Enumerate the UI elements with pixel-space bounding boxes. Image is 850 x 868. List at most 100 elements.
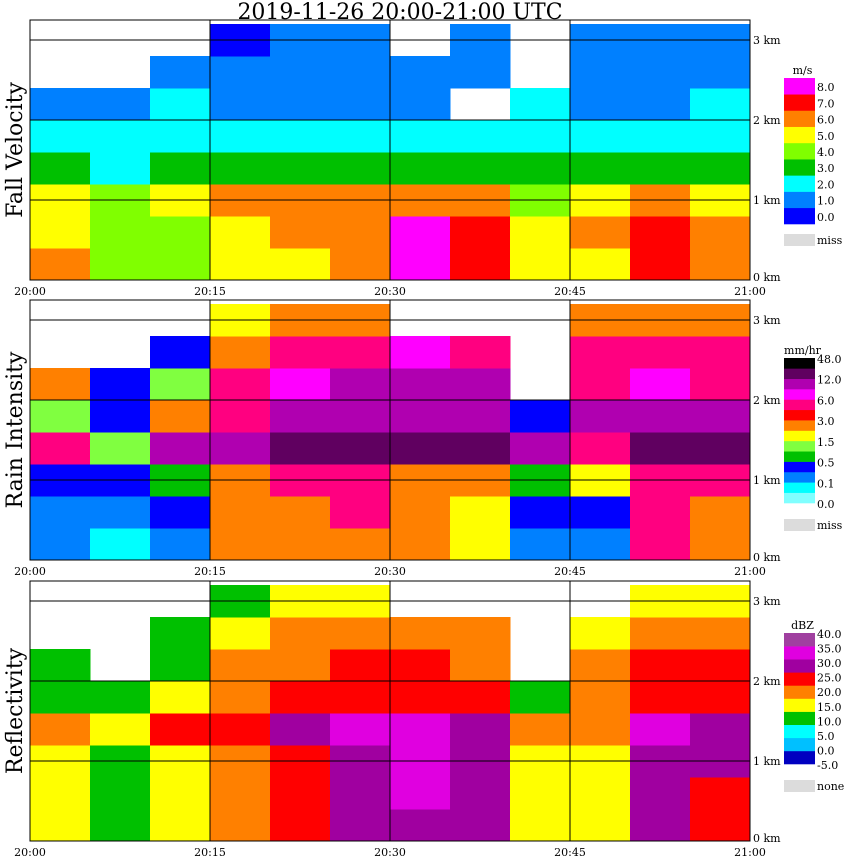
legend-swatch (784, 659, 815, 673)
x-tick-label: 20:15 (194, 846, 226, 859)
heatmap-cell (690, 152, 751, 185)
heatmap-cell (390, 649, 451, 682)
heatmap-cell (330, 496, 391, 529)
legend-swatch (784, 482, 815, 493)
heatmap-cell (150, 777, 211, 810)
legend-swatch (784, 698, 815, 712)
panel-title: Reflectivity (3, 647, 28, 774)
heatmap-cell (150, 248, 211, 281)
heatmap-cell (630, 432, 691, 465)
legend-missing-label: miss (817, 519, 843, 532)
heatmap-cell (570, 368, 631, 401)
legend-label: 5.0 (817, 730, 835, 743)
heatmap-cell (90, 88, 151, 121)
heatmap-cell (630, 248, 691, 281)
x-tick-label: 20:45 (554, 565, 586, 578)
heatmap-cell (390, 713, 451, 746)
heatmap-cell (30, 496, 91, 529)
heatmap-cell (450, 368, 511, 401)
heatmap-cell (630, 336, 691, 369)
heatmap-cell (150, 432, 211, 465)
legend-swatch (784, 399, 815, 411)
x-tick-label: 20:00 (14, 565, 46, 578)
legend-label: -5.0 (817, 759, 838, 772)
heatmap-cell (570, 649, 631, 682)
x-tick-label: 20:45 (554, 846, 586, 859)
legend-swatch (784, 358, 815, 369)
heatmap-cell (690, 216, 751, 249)
panel-title: Rain Intensity (3, 351, 28, 508)
heatmap-cell (390, 809, 451, 842)
heatmap-cell (570, 809, 631, 842)
heatmap-cell (390, 432, 451, 465)
heatmap-cell (630, 152, 691, 185)
heatmap-cell (690, 56, 751, 89)
legend-swatch (784, 471, 815, 483)
heatmap-cell (150, 528, 211, 561)
heatmap-cell (150, 88, 211, 121)
heatmap-cell (330, 368, 391, 401)
x-tick-label: 20:00 (14, 285, 46, 298)
heatmap-cell (570, 432, 631, 465)
heatmap-cell (690, 777, 751, 810)
legend-label: 2.0 (817, 178, 835, 191)
heatmap-cell (330, 649, 391, 682)
legend-label: 8.0 (817, 81, 835, 94)
heatmap-cell (150, 216, 211, 249)
heatmap-cell (630, 120, 691, 153)
legend-unit: dBZ (791, 619, 814, 632)
heatmap-cell (690, 368, 751, 401)
heatmap-cell (270, 88, 331, 121)
heatmap-cell (210, 649, 271, 682)
x-tick-label: 21:00 (734, 846, 766, 859)
legend-label: 0.1 (817, 477, 835, 490)
heatmap-cell (270, 216, 331, 249)
legend-label: 20.0 (817, 686, 842, 699)
x-tick-label: 21:00 (734, 565, 766, 578)
heatmap-cell (690, 432, 751, 465)
heatmap-cell (510, 809, 571, 842)
heatmap-cell (390, 152, 451, 185)
heatmap-cell (210, 617, 271, 650)
heatmap-cell (390, 617, 451, 650)
heatmap-cell (150, 56, 211, 89)
heatmap-cell (570, 496, 631, 529)
heatmap-cell (330, 617, 391, 650)
heatmap-cell (450, 248, 511, 281)
heatmap-cell (30, 713, 91, 746)
heatmap-cell (210, 713, 271, 746)
legend-swatch (784, 191, 815, 209)
heatmap-cell (450, 216, 511, 249)
heatmap-cell (210, 56, 271, 89)
heatmap-cell (690, 809, 751, 842)
heatmap-cell (570, 248, 631, 281)
heatmap-cell (30, 120, 91, 153)
heatmap-cell (330, 248, 391, 281)
heatmap-cell (30, 809, 91, 842)
legend-swatch (784, 175, 815, 192)
y-tick-label: 1 km (753, 755, 781, 768)
heatmap-cell (90, 528, 151, 561)
heatmap-cell (150, 368, 211, 401)
legend-swatch (784, 750, 815, 765)
heatmap-cell (510, 120, 571, 153)
heatmap-cell (330, 528, 391, 561)
legend-swatch (784, 451, 815, 462)
heatmap-cell (210, 496, 271, 529)
y-tick-label: 3 km (753, 595, 781, 608)
legend-label: 5.0 (817, 130, 835, 143)
heatmap-cell (690, 649, 751, 682)
legend-swatch (784, 461, 815, 473)
legend-label: 0.0 (817, 211, 835, 224)
heatmap-cell (210, 809, 271, 842)
heatmap-cell (270, 368, 331, 401)
heatmap-cell (390, 88, 451, 121)
legend-swatch (784, 207, 815, 225)
y-tick-label: 1 km (753, 194, 781, 207)
heatmap-cell (450, 528, 511, 561)
heatmap-cell (210, 432, 271, 465)
heatmap-cell (450, 681, 511, 714)
heatmap-cell (330, 120, 391, 153)
heatmap-cell (150, 120, 211, 153)
heatmap-cell (90, 432, 151, 465)
